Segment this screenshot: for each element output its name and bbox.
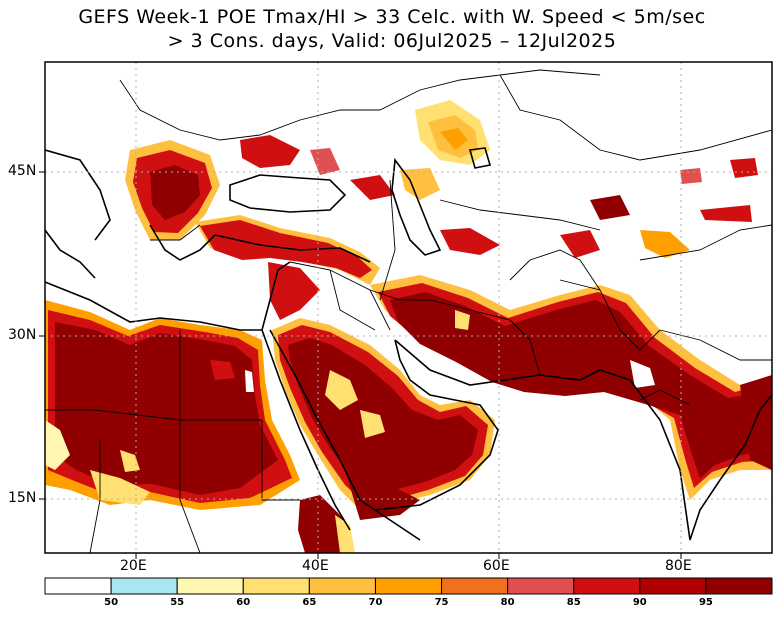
- x-tick-label-40e: 40E: [302, 558, 329, 574]
- colorbar-tick-label: 55: [170, 597, 185, 608]
- colorbar-tick-label: 50: [104, 597, 119, 608]
- colorbar-tick-label: 80: [500, 597, 515, 608]
- field-far-east-edge: [740, 375, 772, 470]
- field-balkans: [125, 135, 340, 240]
- colorbar-swatch: [374, 577, 443, 595]
- colorbar-swatch: [308, 577, 376, 595]
- field-central-asia: [350, 100, 758, 258]
- colorbar-tick-label: 65: [302, 597, 317, 608]
- map-title-line-1: GEFS Week-1 POE Tmax/HI > 33 Celc. with …: [78, 6, 706, 28]
- field-east-africa-edge: [335, 515, 355, 553]
- y-tick-label-15n: 15N: [8, 490, 37, 506]
- map-frame-border: [44, 61, 773, 554]
- colorbar-swatch: [705, 577, 773, 595]
- colorbar-tick-label: 90: [632, 597, 647, 608]
- country-borders: [45, 69, 772, 553]
- map-title-line-2: > 3 Cons. days, Valid: 06Jul2025 – 12Jul…: [167, 30, 617, 52]
- colorbar-swatch: [176, 577, 244, 595]
- map-gridlines: [45, 62, 772, 553]
- colorbar: [44, 577, 773, 595]
- y-tick-label-30n: 30N: [8, 327, 37, 343]
- colorbar-swatch: [441, 577, 509, 595]
- colorbar-tick-label: 75: [434, 597, 449, 608]
- x-tick-label-20e: 20E: [120, 558, 147, 574]
- x-tick-label-60e: 60E: [483, 558, 510, 574]
- coastlines: [45, 147, 772, 541]
- colorbar-swatch: [573, 577, 641, 595]
- colorbar-tick-label: 70: [368, 597, 383, 608]
- axis-ticks: [39, 171, 682, 559]
- colorbar-tick-label: 95: [698, 597, 713, 608]
- y-tick-label-45n: 45N: [8, 163, 37, 179]
- colorbar-swatch: [110, 577, 178, 595]
- colorbar-swatch: [507, 577, 575, 595]
- field-north-africa: [45, 300, 300, 510]
- field-horn-of-africa: [298, 495, 345, 553]
- field-south-asia: [370, 275, 772, 500]
- colorbar-tick-label: 60: [236, 597, 251, 608]
- probability-fields: [45, 62, 772, 553]
- colorbar-swatch: [242, 577, 310, 595]
- colorbar-tick-label: 85: [566, 597, 581, 608]
- colorbar-swatch: [44, 577, 112, 595]
- colorbar-swatch: [639, 577, 707, 595]
- x-tick-label-80e: 80E: [665, 558, 692, 574]
